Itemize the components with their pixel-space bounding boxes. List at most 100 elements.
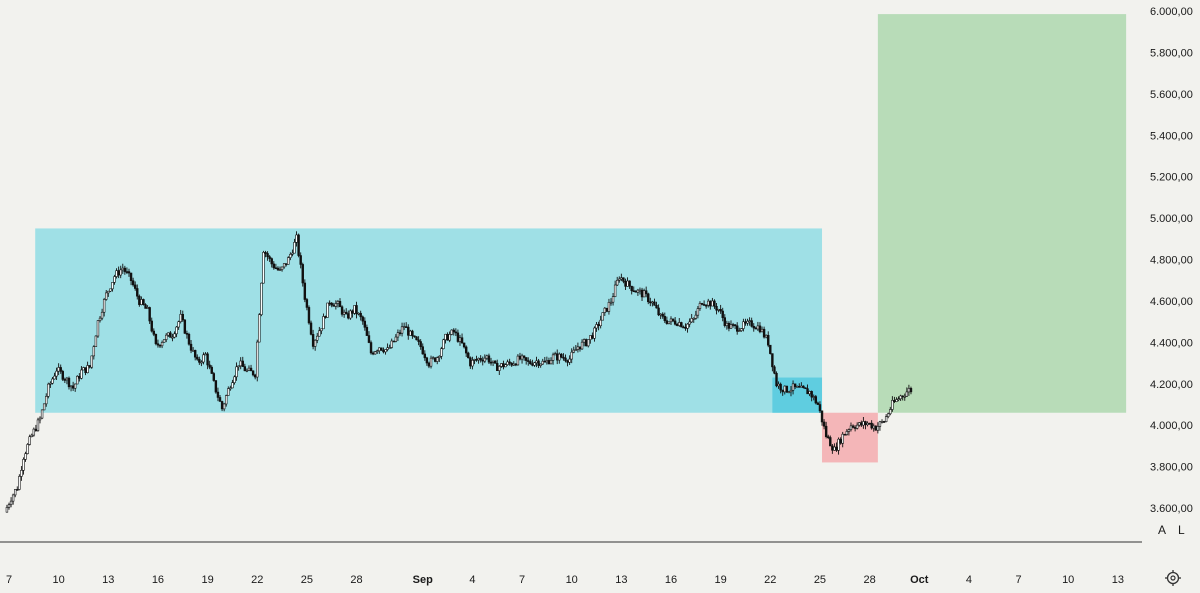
candle — [785, 385, 789, 393]
zone-range[interactable] — [35, 228, 823, 413]
candle — [773, 365, 776, 375]
candle — [373, 350, 377, 355]
candle — [109, 288, 112, 293]
candle — [183, 319, 187, 334]
candle — [876, 422, 880, 434]
candle — [40, 409, 44, 420]
candle — [769, 344, 772, 355]
candle — [316, 332, 319, 344]
candle — [243, 363, 247, 372]
zone-target[interactable] — [877, 14, 1127, 413]
time-axis[interactable]: 7 10 13 16 19 22 25 28 Sep 4 7 10 13 16 19 22 25 28 Oct 4 7 1… — [6, 574, 1124, 586]
candle — [411, 329, 414, 339]
date-tick-label: 19 — [715, 574, 727, 586]
auto-scale-button[interactable]: A — [1158, 523, 1166, 537]
candle — [51, 376, 54, 385]
candle — [816, 401, 820, 405]
candle — [436, 356, 439, 365]
candle — [107, 290, 110, 297]
date-tick-label: 16 — [665, 574, 677, 586]
candle — [212, 371, 216, 382]
candles-layer — [5, 231, 913, 513]
candle — [20, 466, 23, 481]
date-tick-label: 10 — [566, 574, 578, 586]
candle — [605, 307, 609, 313]
candle — [845, 429, 849, 436]
date-tick-label: 22 — [764, 574, 776, 586]
candle — [880, 419, 884, 424]
candle — [551, 352, 555, 365]
candle — [787, 391, 791, 394]
candle — [524, 357, 528, 365]
candle — [293, 238, 296, 254]
candle — [80, 366, 83, 380]
candle — [55, 367, 58, 381]
candle — [148, 306, 151, 324]
price-tick-label: 5.800,00 — [1150, 47, 1193, 59]
candle — [895, 397, 898, 403]
candle — [574, 345, 578, 351]
candle — [599, 315, 602, 329]
candle — [622, 277, 625, 284]
candle — [762, 326, 766, 339]
candle — [105, 289, 108, 301]
candle — [539, 363, 542, 368]
candle — [696, 306, 700, 319]
candle — [282, 263, 286, 269]
candle — [225, 394, 228, 407]
candle — [595, 322, 598, 332]
candle — [655, 301, 658, 309]
candle — [471, 356, 474, 370]
zone-range-low[interactable] — [772, 377, 823, 413]
candle — [464, 345, 468, 357]
candle — [34, 424, 38, 432]
date-tick-label: 25 — [301, 574, 313, 586]
candle — [533, 361, 536, 367]
candle — [231, 379, 234, 389]
candle — [262, 250, 265, 284]
candle — [196, 354, 199, 361]
candle — [789, 385, 793, 397]
date-tick-label: 28 — [863, 574, 875, 586]
candle — [733, 324, 737, 330]
candle — [843, 433, 846, 436]
candle — [369, 340, 373, 355]
candle — [318, 326, 321, 337]
date-tick-label: 25 — [814, 574, 826, 586]
candle — [775, 371, 778, 388]
log-scale-button[interactable]: L — [1178, 523, 1185, 537]
candle — [189, 339, 193, 354]
candle — [270, 257, 273, 268]
candle — [897, 396, 900, 402]
candle — [22, 457, 25, 475]
candle — [723, 314, 726, 328]
candle — [175, 325, 178, 338]
candle — [450, 329, 453, 336]
candle — [268, 255, 271, 262]
settings-icon[interactable] — [1165, 570, 1181, 586]
candle — [549, 357, 553, 365]
candle — [32, 427, 36, 437]
candle — [363, 317, 367, 331]
candle — [11, 493, 15, 505]
candle — [26, 443, 29, 455]
candle — [349, 309, 352, 320]
candle — [680, 321, 683, 328]
candle — [98, 315, 102, 323]
candle — [102, 297, 106, 317]
candle — [752, 323, 755, 332]
candle — [690, 313, 693, 324]
candle — [260, 282, 263, 317]
price-axis[interactable]: 3.600,00 3.800,00 4.000,00 4.200,00 4.400,00… — [1150, 6, 1193, 515]
candle — [767, 331, 770, 348]
candle — [738, 327, 741, 332]
candle — [802, 385, 805, 389]
candle — [14, 489, 17, 498]
candle — [882, 420, 886, 423]
candle — [487, 353, 491, 365]
candle — [276, 266, 280, 271]
candle — [320, 328, 323, 335]
candle — [849, 422, 853, 432]
